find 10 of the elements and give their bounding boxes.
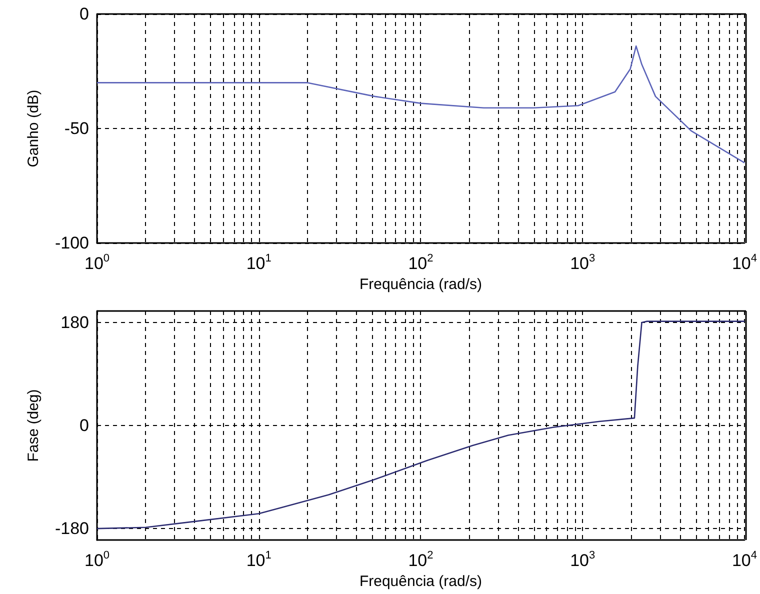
y-axis-title: Fase (deg) — [25, 389, 42, 462]
y-tick-label: 0 — [80, 4, 89, 24]
y-tick-label: -50 — [64, 119, 89, 138]
y-tick-label: 180 — [60, 312, 89, 332]
x-axis-title: Frequência (rad/s) — [359, 573, 482, 590]
y-tick-label: -100 — [54, 234, 89, 252]
y-tick-label: -180 — [54, 519, 89, 538]
x-axis-title: Frequência (rad/s) — [359, 276, 482, 293]
y-tick-label: 0 — [80, 416, 89, 435]
y-axis-title: Ganho (dB) — [25, 90, 42, 168]
